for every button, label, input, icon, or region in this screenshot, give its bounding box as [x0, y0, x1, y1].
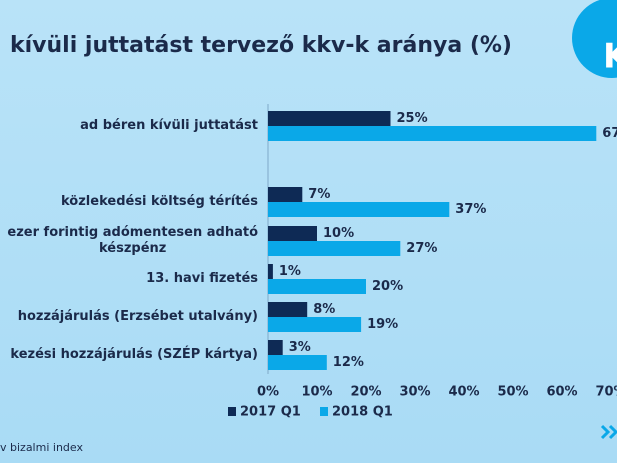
category-label: ad béren kívüli juttatást	[80, 118, 258, 133]
category-label: hozzájárulás (Erzsébet utalvány)	[17, 309, 258, 324]
x-tick-label: 10%	[301, 385, 332, 400]
bar	[268, 279, 366, 294]
value-label: 25%	[397, 111, 428, 126]
category-label: 13. havi fizetés	[146, 271, 258, 286]
legend-swatch	[320, 407, 328, 416]
category-label: ezer forintig adómentesen adható készpén…	[7, 225, 258, 256]
value-label: 7%	[308, 187, 330, 202]
bar	[268, 187, 303, 202]
legend-swatch	[228, 407, 236, 416]
bar	[268, 264, 273, 279]
x-tick-label: 60%	[546, 385, 577, 400]
x-tick-label: 40%	[448, 385, 479, 400]
bar	[268, 226, 317, 241]
bar	[268, 126, 597, 141]
legend-label: 2017 Q1	[240, 405, 301, 420]
chart-title: kívüli juttatást tervező kkv-k aránya (%…	[10, 33, 512, 58]
bar	[268, 317, 362, 332]
value-label: 67%	[602, 126, 617, 141]
value-label: 20%	[372, 279, 403, 294]
category-label: kezési hozzájárulás (SZÉP kártya)	[10, 347, 258, 362]
value-label: 3%	[289, 340, 311, 355]
x-tick-label: 70%	[595, 385, 617, 400]
logo	[572, 0, 617, 78]
value-label: 19%	[367, 317, 398, 332]
x-tick-label: 30%	[399, 385, 430, 400]
bar	[268, 355, 327, 370]
logo-letter: K	[603, 37, 617, 77]
value-label: 12%	[333, 355, 364, 370]
category-label: közlekedési költség térítés	[61, 194, 258, 209]
value-label: 8%	[313, 302, 335, 317]
x-tick-label: 20%	[350, 385, 381, 400]
bar	[268, 241, 401, 256]
value-label: 37%	[455, 202, 486, 217]
bar	[268, 302, 308, 317]
value-label: 27%	[406, 241, 437, 256]
x-tick-label: 0%	[257, 385, 279, 400]
nav-arrows	[600, 424, 617, 440]
legend-label: 2018 Q1	[332, 405, 393, 420]
source: v bizalmi index	[0, 441, 83, 454]
value-label: 1%	[279, 264, 301, 279]
value-label: 10%	[323, 226, 354, 241]
bar	[268, 202, 450, 217]
bar	[268, 340, 283, 355]
bar	[268, 111, 391, 126]
x-tick-label: 50%	[497, 385, 528, 400]
